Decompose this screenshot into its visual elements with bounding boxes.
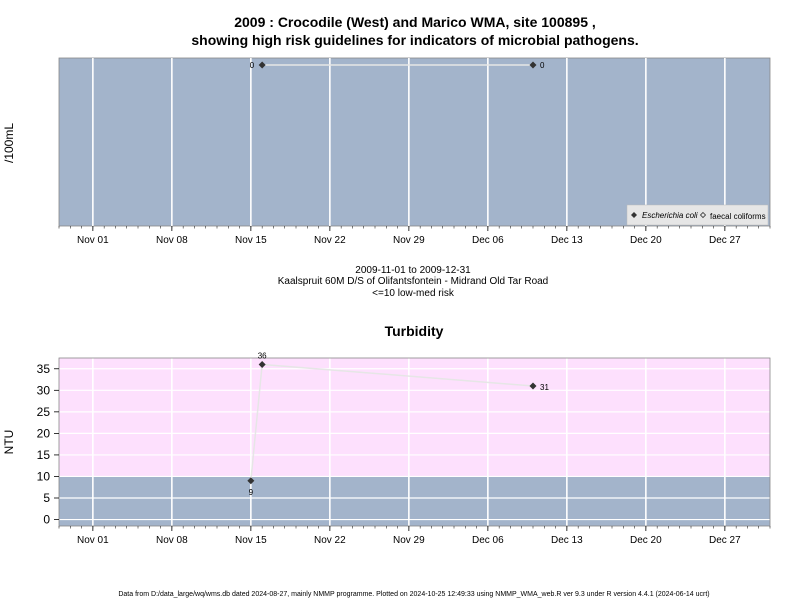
- turbidity-x-tick-label: Dec 13: [551, 535, 583, 546]
- legend-ecoli-marker: [631, 212, 637, 218]
- turbidity-x-tick-label: Dec 27: [709, 535, 741, 546]
- turbidity-y-tick-label: 35: [37, 362, 51, 376]
- ecoli-x-tick-label: Nov 01: [77, 235, 109, 246]
- chart-title-line1: 2009 : Crocodile (West) and Marico WMA, …: [234, 14, 596, 30]
- turbidity-data-point: [529, 382, 537, 390]
- turbidity-data-point: [247, 477, 255, 485]
- turbidity-data-point: [258, 360, 266, 368]
- ecoli-x-tick-label: Dec 27: [709, 235, 741, 246]
- legend-faecal-label: faecal coliforms: [710, 212, 766, 221]
- turbidity-risk-band: [59, 476, 770, 526]
- legend: Escherichia coli faecal coliforms: [626, 204, 769, 226]
- turbidity-data-label: 31: [540, 383, 549, 392]
- ecoli-panel: 0 0 Nov 01 Nov 08 Nov 15 Nov 22 Nov 29 Dec 06 D…: [2, 57, 771, 246]
- ecoli-x-tick-label: Dec 13: [551, 235, 583, 246]
- turbidity-x-tick-label: Nov 22: [314, 535, 346, 546]
- turbidity-x-tick-label: Dec 06: [472, 535, 504, 546]
- turbidity-y-tick-label: 10: [37, 469, 51, 483]
- ecoli-x-tick-label: Nov 08: [156, 235, 188, 246]
- turbidity-panel-frame: [58, 357, 771, 527]
- chart-title-line2: showing high risk guidelines for indicat…: [191, 32, 638, 48]
- ecoli-x-tick-label: Nov 22: [314, 235, 346, 246]
- turbidity-x-tick-label: Nov 15: [235, 535, 267, 546]
- ecoli-x-tick-label: Dec 06: [472, 235, 504, 246]
- ecoli-data-label: 0: [540, 61, 545, 70]
- turbidity-y-tick-label: 5: [43, 491, 50, 505]
- ecoli-data-label: 0: [250, 61, 255, 70]
- turbidity-data-label: 9: [249, 488, 254, 497]
- turbidity-y-tick-label: 0: [43, 513, 50, 527]
- risk-text: <=10 low-med risk: [372, 288, 455, 299]
- site-text: Kaalspruit 60M D/S of Olifantsfontein - …: [278, 276, 549, 287]
- ecoli-x-tick-label: Dec 20: [630, 235, 662, 246]
- legend-faecal-marker: [699, 211, 707, 219]
- ecoli-data-point: [258, 61, 266, 69]
- turbidity-y-axis-label: NTU: [2, 430, 16, 455]
- ecoli-data-point: [529, 61, 537, 69]
- turbidity-y-tick-label: 25: [37, 405, 51, 419]
- turbidity-x-tick-label: Nov 29: [393, 535, 425, 546]
- turbidity-title: Turbidity: [385, 323, 444, 339]
- ecoli-y-axis-label: /100mL: [2, 123, 16, 163]
- turbidity-x-tick-label: Nov 08: [156, 535, 188, 546]
- turbidity-x-tick-label: Nov 01: [77, 535, 109, 546]
- turbidity-risk-band: [59, 358, 770, 477]
- legend-box: [626, 204, 769, 226]
- ecoli-x-tick-label: Nov 15: [235, 235, 267, 246]
- turbidity-y-tick-label: 15: [37, 448, 51, 462]
- turbidity-panel: Turbidity 9 36 31 0 5 10 15 20 25 30 35 Nov 01 Nov…: [2, 323, 771, 546]
- turbidity-y-tick-label: 30: [37, 383, 51, 397]
- legend-ecoli-label: Escherichia coli: [642, 211, 698, 220]
- turbidity-data-label: 36: [258, 351, 267, 360]
- date-range-text: 2009-11-01 to 2009-12-31: [355, 265, 471, 276]
- footer-note: Data from D:/data_large/wq/wms.db dated …: [118, 591, 709, 598]
- ecoli-panel-background: [58, 57, 771, 227]
- ecoli-x-tick-label: Nov 29: [393, 235, 425, 246]
- turbidity-x-tick-label: Dec 20: [630, 535, 662, 546]
- turbidity-y-tick-label: 20: [37, 426, 51, 440]
